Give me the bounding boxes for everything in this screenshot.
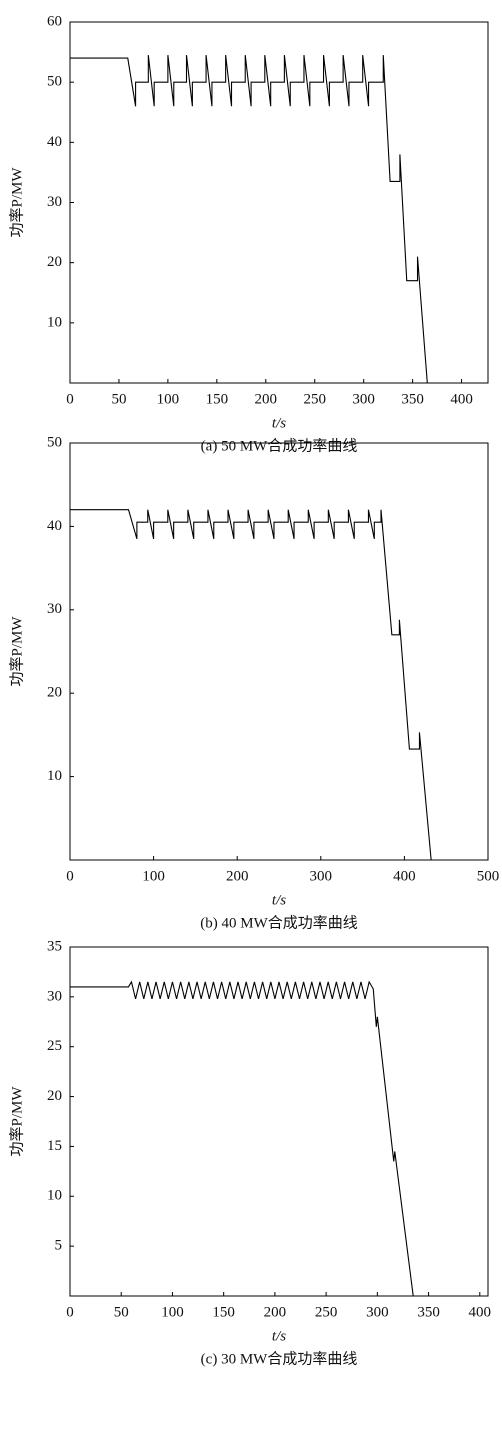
y-tick-label: 15: [47, 1138, 62, 1154]
x-tick-label: 300: [366, 1304, 389, 1320]
x-tick-label: 200: [264, 1304, 287, 1320]
x-tick-label: 100: [142, 868, 165, 884]
y-tick-label: 60: [47, 13, 62, 29]
y-tick-label: 25: [47, 1038, 62, 1054]
x-tick-label: 100: [161, 1304, 184, 1320]
power-curve: [70, 980, 419, 1297]
x-tick-label: 50: [111, 391, 126, 407]
x-tick-label: 250: [303, 391, 326, 407]
x-tick-label: 200: [255, 391, 278, 407]
x-tick-label: 200: [226, 868, 249, 884]
x-tick-label: 50: [114, 1304, 129, 1320]
y-tick-label: 20: [47, 1088, 62, 1104]
plot-frame: [69, 21, 489, 384]
x-tick-label: 500: [477, 868, 500, 884]
y-tick-label: 30: [47, 194, 62, 210]
x-tick-label: 0: [66, 1304, 74, 1320]
x-tick-label: 250: [315, 1304, 338, 1320]
x-tick-label: 400: [393, 868, 416, 884]
x-tick-label: 0: [66, 868, 74, 884]
x-tick-label: 0: [66, 391, 74, 407]
y-tick-label: 10: [47, 314, 62, 330]
y-tick-label: 20: [47, 254, 62, 270]
x-axis-label: t/s: [272, 892, 286, 908]
y-tick-label: 10: [47, 1188, 62, 1204]
caption: (c) 30 MW合成功率曲线: [201, 1350, 358, 1367]
y-tick-label: 35: [47, 938, 62, 954]
x-tick-label: 150: [212, 1304, 235, 1320]
power-curve: [70, 55, 438, 384]
x-tick-label: 400: [450, 391, 473, 407]
y-tick-label: 40: [47, 518, 62, 534]
y-tick-label: 30: [47, 601, 62, 617]
x-tick-label: 300: [310, 868, 333, 884]
y-axis-label: 功率P/MW: [8, 1086, 25, 1157]
caption: (b) 40 MW合成功率曲线: [200, 914, 358, 931]
y-tick-label: 20: [47, 685, 62, 701]
y-tick-label: 40: [47, 134, 62, 150]
x-tick-label: 350: [401, 391, 424, 407]
y-tick-label: 10: [47, 768, 62, 784]
plot-frame: [69, 442, 489, 861]
plot-frame: [69, 946, 489, 1297]
y-axis-label: 功率P/MW: [8, 616, 25, 687]
y-tick-label: 30: [47, 988, 62, 1004]
x-tick-label: 150: [206, 391, 229, 407]
x-axis-label: t/s: [272, 415, 286, 431]
y-tick-label: 50: [47, 434, 62, 450]
caption: (a) 50 MW合成功率曲线: [201, 437, 358, 454]
x-tick-label: 100: [157, 391, 180, 407]
y-tick-label: 5: [55, 1238, 63, 1254]
y-axis-label: 功率P/MW: [8, 167, 25, 238]
x-tick-label: 300: [352, 391, 375, 407]
x-tick-label: 400: [469, 1304, 492, 1320]
power-curve: [70, 509, 438, 861]
x-axis-label: t/s: [272, 1328, 286, 1344]
x-tick-label: 350: [417, 1304, 440, 1320]
y-tick-label: 50: [47, 74, 62, 90]
